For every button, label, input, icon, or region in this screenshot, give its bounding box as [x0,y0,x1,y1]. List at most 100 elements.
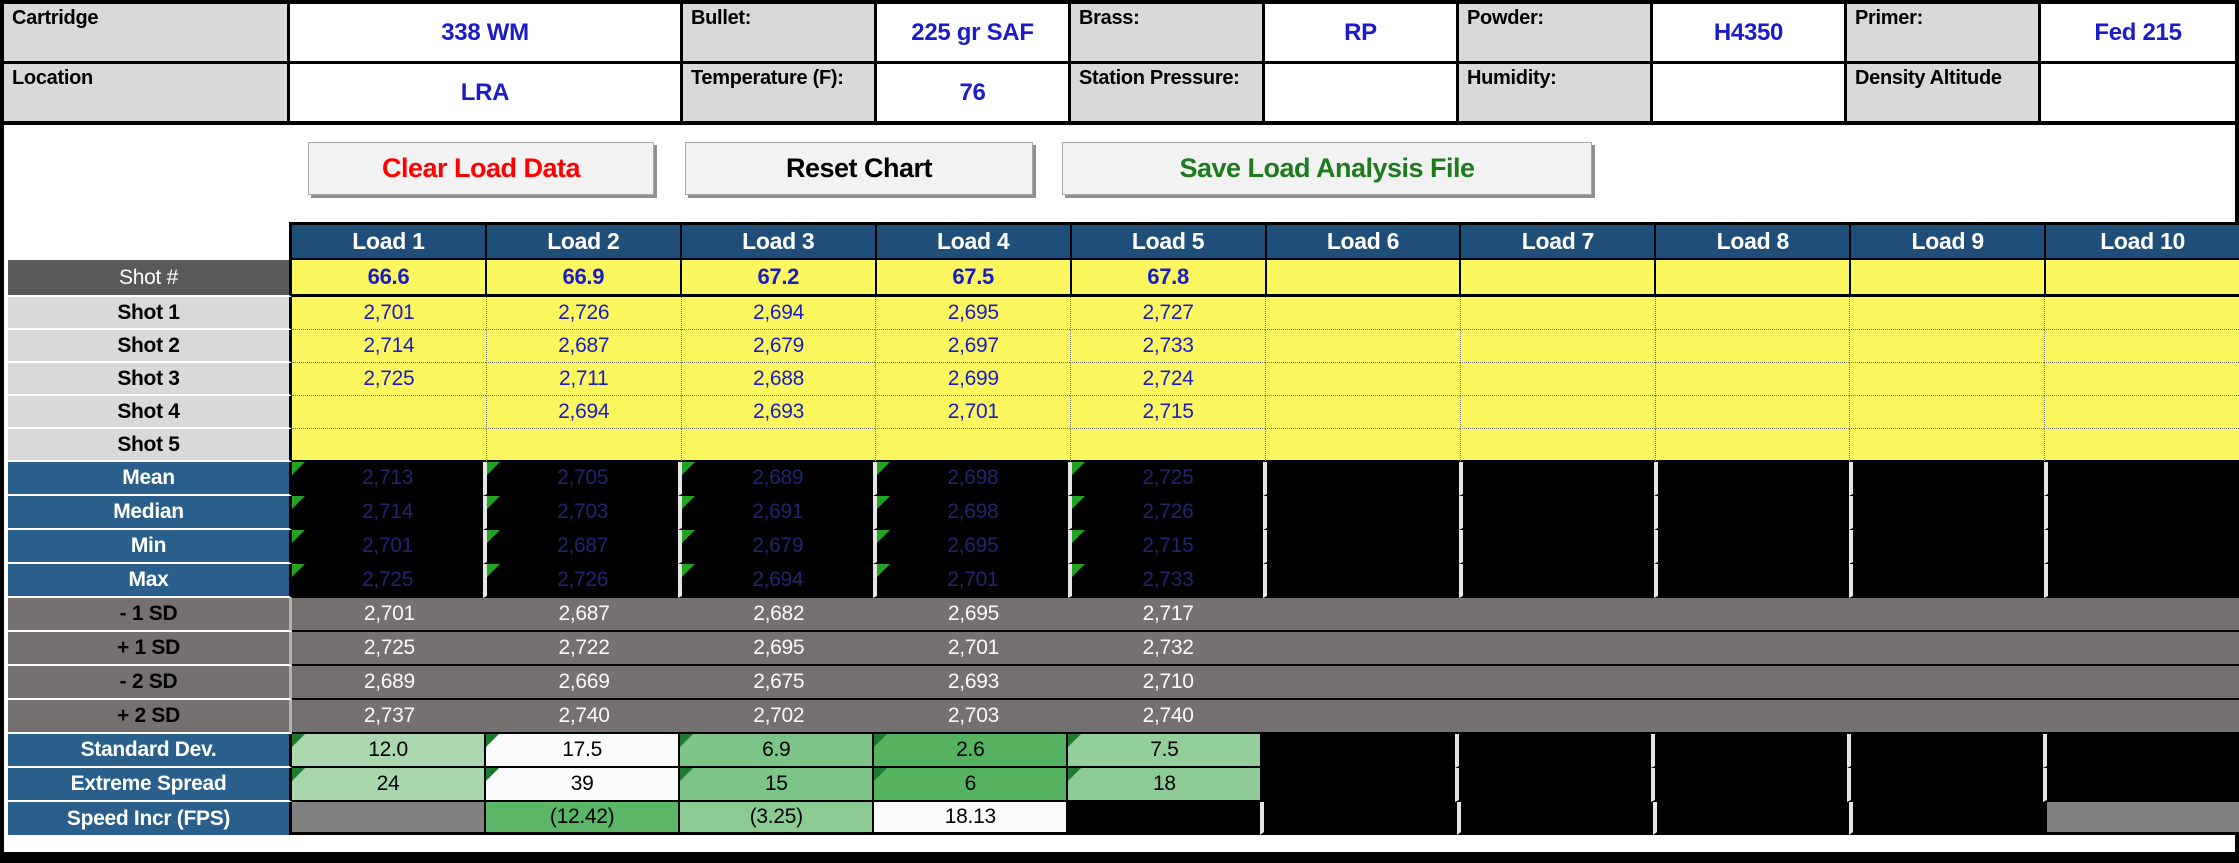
analysis-cell-load2: (12.42) [484,802,679,835]
load-header-8: Load 8 [1654,222,1850,260]
cell-shot2-load4[interactable]: 2,697 [875,330,1071,363]
stat-value: 2,701 [947,568,999,591]
charge-cell-load6[interactable] [1264,260,1460,297]
info-value-0-4[interactable]: Fed 215 [2041,4,2235,61]
cell-shot5-load9[interactable] [1849,429,2045,462]
info-value-1-3[interactable] [1653,64,1844,121]
footer-gap [4,835,2235,852]
cell-shot5-load4[interactable] [875,429,1071,462]
cell-shot2-load3[interactable]: 2,679 [680,330,876,363]
cell-shot4-load2[interactable]: 2,694 [485,396,681,429]
info-value-0-1[interactable]: 225 gr SAF [877,4,1068,61]
info-value-1-2[interactable] [1265,64,1456,121]
cell-shot2-load10[interactable] [2044,330,2239,363]
charge-cell-load4[interactable]: 67.5 [874,260,1070,297]
cell-shot4-load3[interactable]: 2,693 [680,396,876,429]
charge-cell-load8[interactable] [1654,260,1850,297]
cell-shot3-load7[interactable] [1459,363,1655,396]
button-reset-chart[interactable]: Reset Chart [685,142,1033,195]
cell-shot4-load8[interactable] [1654,396,1850,429]
sd-cell-load3: 2,682 [681,598,877,632]
cell-shot4-load5[interactable]: 2,715 [1070,396,1265,429]
cell-shot5-load5[interactable] [1070,429,1265,462]
analysis-value: 6.9 [762,738,791,761]
info-value-1-0[interactable]: LRA [290,64,680,121]
cell-shot4-load7[interactable] [1459,396,1655,429]
cell-shot3-load1[interactable]: 2,725 [292,363,486,396]
sd-row: + 1 SD 2,725 2,722 2,695 2,701 2,732 [8,632,2239,666]
sd-cell-load8 [1654,598,1850,632]
cell-shot5-load10[interactable] [2044,429,2239,462]
cell-shot2-load1[interactable]: 2,714 [292,330,486,363]
cell-shot2-load7[interactable] [1459,330,1655,363]
sd-row: - 2 SD 2,689 2,669 2,675 2,693 2,710 [8,666,2239,700]
sd-cell-load6 [1265,598,1461,632]
cell-shot4-load4[interactable]: 2,701 [875,396,1071,429]
cell-shot1-load2[interactable]: 2,726 [485,297,681,330]
stat-cell-max-load8 [1653,564,1849,598]
cell-shot4-load1[interactable] [292,396,486,429]
cell-shot4-load6[interactable] [1264,396,1460,429]
stat-cell-median-load6 [1263,496,1459,530]
cell-shot1-load5[interactable]: 2,727 [1070,297,1265,330]
stat-value: 2,726 [557,568,609,591]
error-flag-icon [680,734,694,747]
cell-shot1-load6[interactable] [1264,297,1460,330]
cell-shot3-load4[interactable]: 2,699 [875,363,1071,396]
cell-shot3-load2[interactable]: 2,711 [485,363,681,396]
cell-shot1-load7[interactable] [1459,297,1655,330]
button-save-load-analysis-file[interactable]: Save Load Analysis File [1062,142,1592,195]
cell-shot2-load5[interactable]: 2,733 [1070,330,1265,363]
bottom-border [4,852,2235,863]
cell-shot5-load2[interactable] [485,429,681,462]
info-value-0-2[interactable]: RP [1265,4,1456,61]
charge-cell-load2[interactable]: 66.9 [484,260,680,297]
cell-shot3-load6[interactable] [1264,363,1460,396]
charge-cell-load10[interactable] [2044,260,2239,297]
cell-shot5-load7[interactable] [1459,429,1655,462]
info-value-0-3[interactable]: H4350 [1653,4,1844,61]
charge-cell-load1[interactable]: 66.6 [292,260,485,297]
cell-shot1-load9[interactable] [1849,297,2045,330]
cell-shot1-load8[interactable] [1654,297,1850,330]
cell-shot5-load3[interactable] [680,429,876,462]
cell-shot1-load10[interactable] [2044,297,2239,330]
charge-weight-row: Shot #66.6 66.9 67.2 67.5 67.8 [8,260,2239,297]
stat-row: Max 2,725 2,726 2,694 2,701 2,733 [8,564,2239,598]
cell-shot1-load3[interactable]: 2,694 [680,297,876,330]
cell-shot1-load4[interactable]: 2,695 [875,297,1071,330]
cell-shot5-load1[interactable] [292,429,486,462]
cell-shot1-load1[interactable]: 2,701 [292,297,486,330]
cell-shot4-load9[interactable] [1849,396,2045,429]
button-clear-load-data[interactable]: Clear Load Data [308,142,654,195]
analysis-value: 24 [376,772,400,795]
row-label-minus-1-sd: + 1 SD [8,632,292,666]
info-value-0-0[interactable]: 338 WM [290,4,680,61]
cell-shot4-load10[interactable] [2044,396,2239,429]
analysis-value: 39 [570,772,594,795]
info-value-1-1[interactable]: 76 [877,64,1068,121]
cell-shot2-load2[interactable]: 2,687 [485,330,681,363]
analysis-value: 15 [764,772,788,795]
stat-cell-min-load7 [1458,530,1654,564]
cell-shot2-load6[interactable] [1264,330,1460,363]
cell-shot2-load9[interactable] [1849,330,2045,363]
cell-shot3-load5[interactable]: 2,724 [1070,363,1265,396]
charge-cell-load9[interactable] [1849,260,2045,297]
charge-cell-load7[interactable] [1459,260,1655,297]
cell-shot3-load10[interactable] [2044,363,2239,396]
cell-shot2-load8[interactable] [1654,330,1850,363]
cell-shot5-load6[interactable] [1264,429,1460,462]
cell-shot5-load8[interactable] [1654,429,1850,462]
sd-cell-load9 [1849,632,2045,666]
row-label-shot-4: Shot 4 [8,396,292,429]
charge-cell-load5[interactable]: 67.8 [1069,260,1265,297]
charge-cell-load3[interactable]: 67.2 [679,260,875,297]
cell-shot3-load3[interactable]: 2,688 [680,363,876,396]
row-label-minus-2-sd: + 2 SD [8,700,292,734]
info-value-1-4[interactable] [2041,64,2235,121]
sd-cell-load3: 2,702 [681,700,877,734]
cell-shot3-load9[interactable] [1849,363,2045,396]
sd-cell-load1: 2,725 [292,632,487,666]
cell-shot3-load8[interactable] [1654,363,1850,396]
